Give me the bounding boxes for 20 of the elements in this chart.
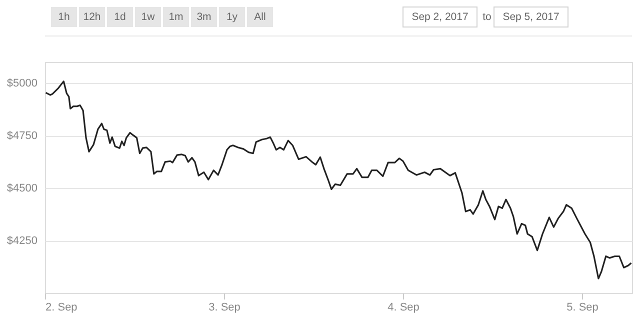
x-tick-label: 2. Sep (46, 302, 78, 314)
text: 3m (196, 11, 212, 23)
y-tick-label: $4750 (6, 130, 38, 142)
x-tick-label: 4. Sep (388, 302, 420, 314)
x-tick-label: 5. Sep (566, 302, 598, 314)
text: All (254, 11, 266, 23)
text: Sep 2, 2017 (412, 11, 468, 23)
text: 1d (114, 11, 126, 23)
x-tick-label: 3. Sep (208, 302, 240, 314)
text: 12h (83, 11, 101, 23)
text: to (482, 11, 492, 23)
text: 1y (226, 11, 238, 23)
y-tick-label: $5000 (6, 78, 38, 90)
text: 1m (168, 11, 184, 23)
text: 1w (141, 11, 156, 23)
line-series (44, 80, 632, 280)
y-tick-label: $4500 (6, 182, 38, 194)
text: Sep 5, 2017 (502, 11, 560, 23)
text: 1h (58, 11, 70, 23)
y-tick-label: $4250 (6, 235, 38, 247)
